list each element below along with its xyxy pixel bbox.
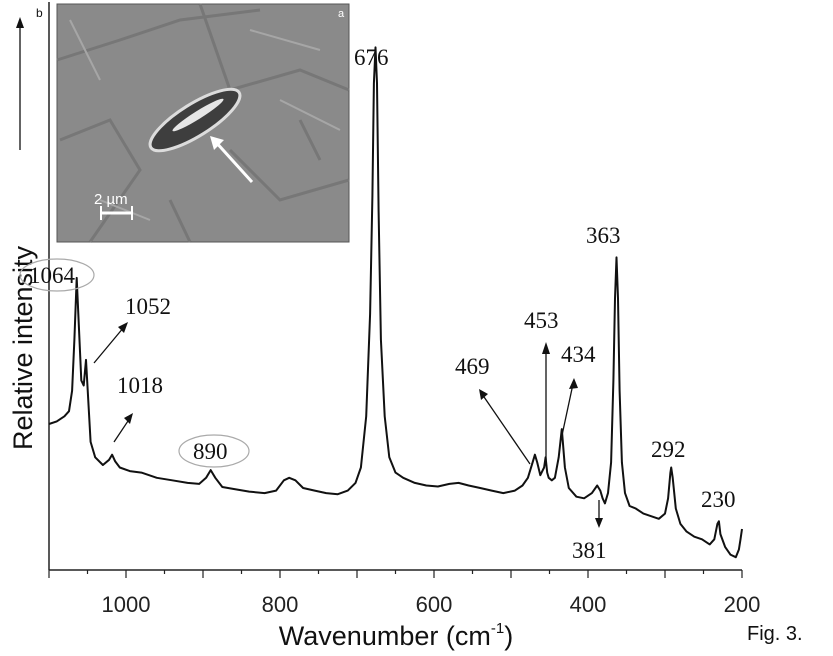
peak-arrow-1052 <box>93 326 125 364</box>
inset-crystal-highlight <box>172 98 224 132</box>
peak-arrowhead-1018 <box>124 413 133 424</box>
axes: 1000 800 600 400 200 <box>48 2 761 617</box>
y-axis-arrowhead <box>16 17 24 28</box>
inset-texture-light <box>69 19 341 221</box>
x-tick-label: 800 <box>262 592 299 617</box>
peak-arrowhead-1052 <box>118 322 128 333</box>
x-ticks: 1000 800 600 400 200 <box>48 570 761 617</box>
peak-label-1052: 1052 <box>125 294 171 319</box>
x-axis-title-close: ) <box>504 621 513 651</box>
inset-pointer-arrowhead <box>210 136 224 150</box>
x-tick-label: 1000 <box>102 592 151 617</box>
peak-label-1064: 1064 <box>29 263 76 288</box>
peak-label-381: 381 <box>572 538 607 563</box>
peak-890-circle <box>178 434 250 468</box>
peak-arrowhead-469 <box>479 389 488 400</box>
peak-arrowhead-434 <box>569 378 578 389</box>
peak-label-676: 676 <box>354 45 389 70</box>
x-axis-title-main: Wavenumber (cm <box>279 621 491 651</box>
peak-label-230: 230 <box>701 487 736 512</box>
scale-bar-label: 2 µm <box>94 191 128 208</box>
x-axis-title: Wavenumber (cm-1) <box>279 620 513 651</box>
figure-caption: Fig. 3. <box>747 623 803 645</box>
y-axis-title: Relative intensity <box>8 245 38 450</box>
x-tick-label: 400 <box>570 592 607 617</box>
peak-label-890: 890 <box>193 439 228 464</box>
x-tick-label: 600 <box>416 592 453 617</box>
panel-label: b <box>36 6 43 20</box>
inset-pointer-arrow <box>212 138 254 184</box>
x-axis-title-sup: -1 <box>491 620 504 637</box>
peak-label-453: 453 <box>524 308 559 333</box>
peak-label-469: 469 <box>455 354 490 379</box>
peak-label-292: 292 <box>651 437 686 462</box>
peak-arrow-434 <box>560 383 574 441</box>
peak-label-1018: 1018 <box>117 373 163 398</box>
inset-micrograph: 2 µm a <box>56 3 350 243</box>
inset-texture <box>56 3 350 243</box>
peak-arrowhead-453 <box>542 342 550 354</box>
peak-label-434: 434 <box>561 342 596 367</box>
peak-arrow-1018 <box>113 417 131 443</box>
series-line <box>48 46 743 559</box>
peak-arrow-469 <box>481 393 531 465</box>
peak-annotations: 1064 1052 1018 890 676 469 453 434 381 3… <box>19 45 736 563</box>
peak-label-363: 363 <box>586 223 621 248</box>
peak-arrowhead-381 <box>595 518 603 528</box>
peak-1064-circle <box>19 258 95 292</box>
inset-label: a <box>338 8 345 20</box>
x-tick-label: 200 <box>724 592 761 617</box>
